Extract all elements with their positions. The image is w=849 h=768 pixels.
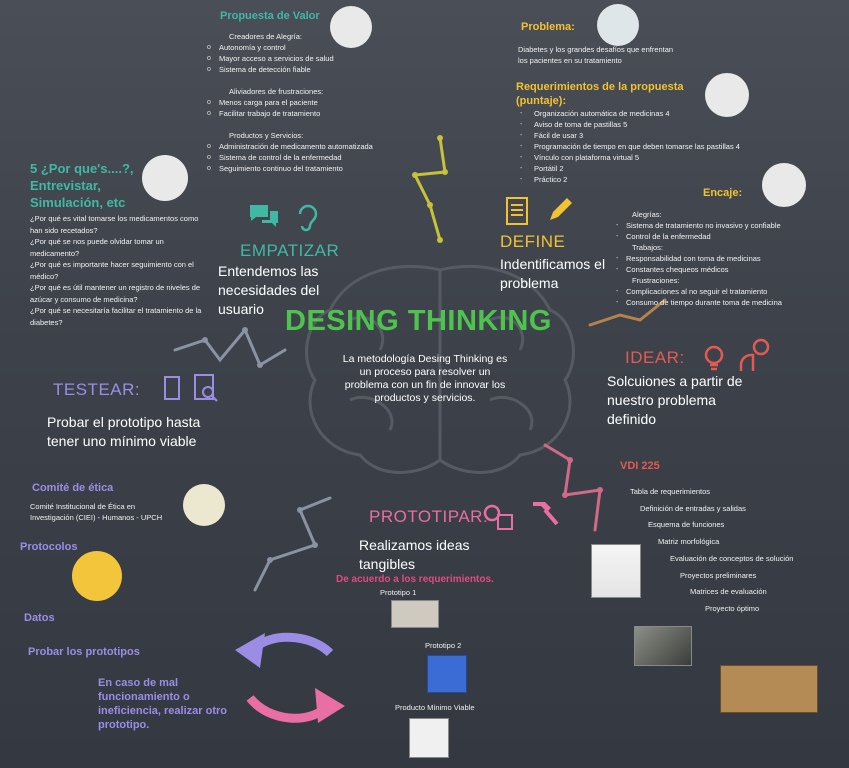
encaje-list: Alegrías: Sistema de tratamiento no inva… (614, 209, 844, 308)
fallo-text: En caso de mal funcionamiento o ineficie… (98, 677, 227, 731)
list-item: Tabla de requerimientos (630, 487, 711, 496)
hammer-icon (533, 502, 559, 526)
encaje-title: Encaje: (703, 187, 743, 199)
list-item: Control de la enfermedad (614, 231, 844, 242)
list-item: Práctico 2 (518, 174, 778, 185)
workshop-photo (634, 626, 692, 666)
prototipo-1-label: Prototipo 1 (380, 588, 417, 597)
list-item: Organización automática de medicinas 4 (518, 108, 778, 119)
gear-icon (483, 504, 513, 530)
idear-label: IDEAR: (625, 348, 685, 367)
question: ¿Por qué es importante hacer seguimiento… (30, 260, 194, 281)
question: ¿Por qué es útil mantener un registro de… (30, 283, 201, 304)
testear-desc: Probar el prototipo hasta tener uno míni… (47, 414, 201, 449)
prototipar-desc: Realizamos ideas tangibles (359, 537, 470, 572)
list-item: Esquema de funciones (648, 520, 725, 530)
sticky-notes-board (720, 665, 818, 713)
brain-illustration (305, 264, 575, 474)
empatizar-label: EMPATIZAR (240, 241, 340, 260)
scroll-icon (164, 376, 180, 400)
g2-title: Aliviadores de frustraciones: (229, 87, 324, 96)
question: ¿Por qué se nos puede olvidar tomar un m… (30, 237, 164, 258)
list-item: Evaluación de conceptos de solución (670, 553, 794, 563)
list-item: Aviso de toma de pastillas 5 (518, 119, 778, 130)
list-item: Matriz morfológica (658, 537, 720, 547)
page-title: DESING THINKING (285, 305, 552, 337)
prototipo-2-image (427, 655, 467, 693)
person-icon (597, 4, 639, 46)
list-item: Definición de entradas y salidas (640, 503, 746, 513)
list-item: Proyecto óptimo (705, 603, 760, 613)
vdi-list: Tabla de requerimientos Definición de en… (630, 484, 849, 618)
lightbulb-icon (704, 345, 724, 371)
requerimientos-list: Organización automática de medicinas 4 A… (518, 108, 778, 185)
probar-label: Probar los prototipos (28, 646, 140, 658)
idea-head-icon (739, 338, 770, 371)
list-item: Menos carga para el paciente (207, 97, 407, 108)
document-search-icon (194, 374, 218, 402)
list-item: Sistema de control de la enfermedad (207, 152, 407, 163)
comite-text: Comité Institucional de Ética en Investi… (30, 502, 163, 522)
propuesta-list: Creadores de Alegría: Autonomía y contro… (207, 31, 407, 174)
list-item: Autonomía y control (207, 42, 407, 53)
center-description: La metodología Desing Thinking es un pro… (342, 353, 508, 404)
idear-desc: Solcuiones a partir de nuestro problema … (607, 373, 743, 427)
prototipar-sub: De acuerdo a los requerimientos. (336, 574, 494, 585)
list-item: Responsabilidad con toma de medicinas (614, 253, 844, 264)
document-icon (506, 197, 528, 225)
list-item: Facilitar trabajo de tratamiento (207, 108, 407, 119)
frustraciones-title: Frustraciones: (632, 276, 680, 285)
list-item: Consumo de tiempo durante toma de medici… (614, 297, 844, 308)
prototipar-label: PROTOTIPAR: (369, 507, 489, 526)
chat-icon (250, 205, 278, 227)
ethics-icon (183, 484, 225, 526)
list-item: Portátil 2 (518, 163, 778, 174)
question: ¿Por qué se necesitaría facilitar el tra… (30, 306, 202, 327)
list-item: Constantes chequeos médicos (614, 264, 844, 275)
propuesta-title: Propuesta de Valor (220, 10, 320, 22)
list-item: Proyectos preliminares (680, 570, 757, 580)
list-item: Complicaciones al no seguir el tratamien… (614, 286, 844, 297)
list-item: Programación de tiempo en que deben toma… (518, 141, 778, 152)
prototipo-2-label: Prototipo 2 (425, 641, 462, 650)
protocol-badge-icon (72, 551, 122, 601)
alegrias-title: Alegrías: (632, 210, 662, 219)
define-label: DEFINE (500, 232, 566, 251)
comite-title: Comité de ética (32, 482, 114, 494)
requerimientos-title: Requerimientos de la propuesta (puntaje)… (516, 81, 684, 107)
questions-list: ¿Por qué es vital tomarse los medicament… (30, 213, 205, 328)
cycle-arrows-icon (235, 632, 345, 723)
g1-title: Creadores de Alegría: (229, 32, 302, 41)
list-item: Matrices de evaluación (690, 587, 767, 597)
datos-label: Datos (24, 612, 55, 624)
dandelion-icon (330, 6, 372, 48)
prototipo-1-image (391, 600, 439, 628)
ear-icon (298, 204, 318, 232)
chart-sketch-icon (762, 163, 806, 207)
list-item: Vínculo con plataforma virtual 5 (518, 152, 778, 163)
spreadsheet-icon (591, 544, 641, 598)
trabajos-title: Trabajos: (632, 243, 663, 252)
problema-title: Problema: (521, 21, 575, 33)
protocolos-label: Protocolos (20, 541, 78, 553)
question-mark-icon (142, 155, 188, 201)
vdi-title: VDI 225 (620, 460, 660, 472)
define-desc: Indentificamos el problema (500, 256, 606, 291)
list-item: Mayor acceso a servicios de salud (207, 53, 407, 64)
list-item: Seguimiento continuo del tratamiento (207, 163, 407, 174)
list-item: Sistema de detección fiable (207, 64, 407, 75)
testear-label: TESTEAR: (53, 380, 141, 399)
pmv-image (409, 718, 449, 758)
problema-text: Diabetes y los grandes desafíos que enfr… (518, 45, 674, 65)
list-item: Fácil de usar 3 (518, 130, 778, 141)
questions-title: 5 ¿Por que's....?, Entrevistar, Simulaci… (30, 161, 134, 210)
empatizar-desc: Entendemos las necesidades del usuario (218, 263, 320, 317)
question: ¿Por qué es vital tomarse los medicament… (30, 214, 199, 235)
list-item: Administración de medicamento automatiza… (207, 141, 407, 152)
g3-title: Productos y Servicios: (229, 131, 304, 140)
list-item: Sistema de tratamiento no invasivo y con… (614, 220, 844, 231)
pencil-icon (550, 198, 572, 220)
pmv-label: Producto Mínimo Viable (395, 703, 475, 712)
